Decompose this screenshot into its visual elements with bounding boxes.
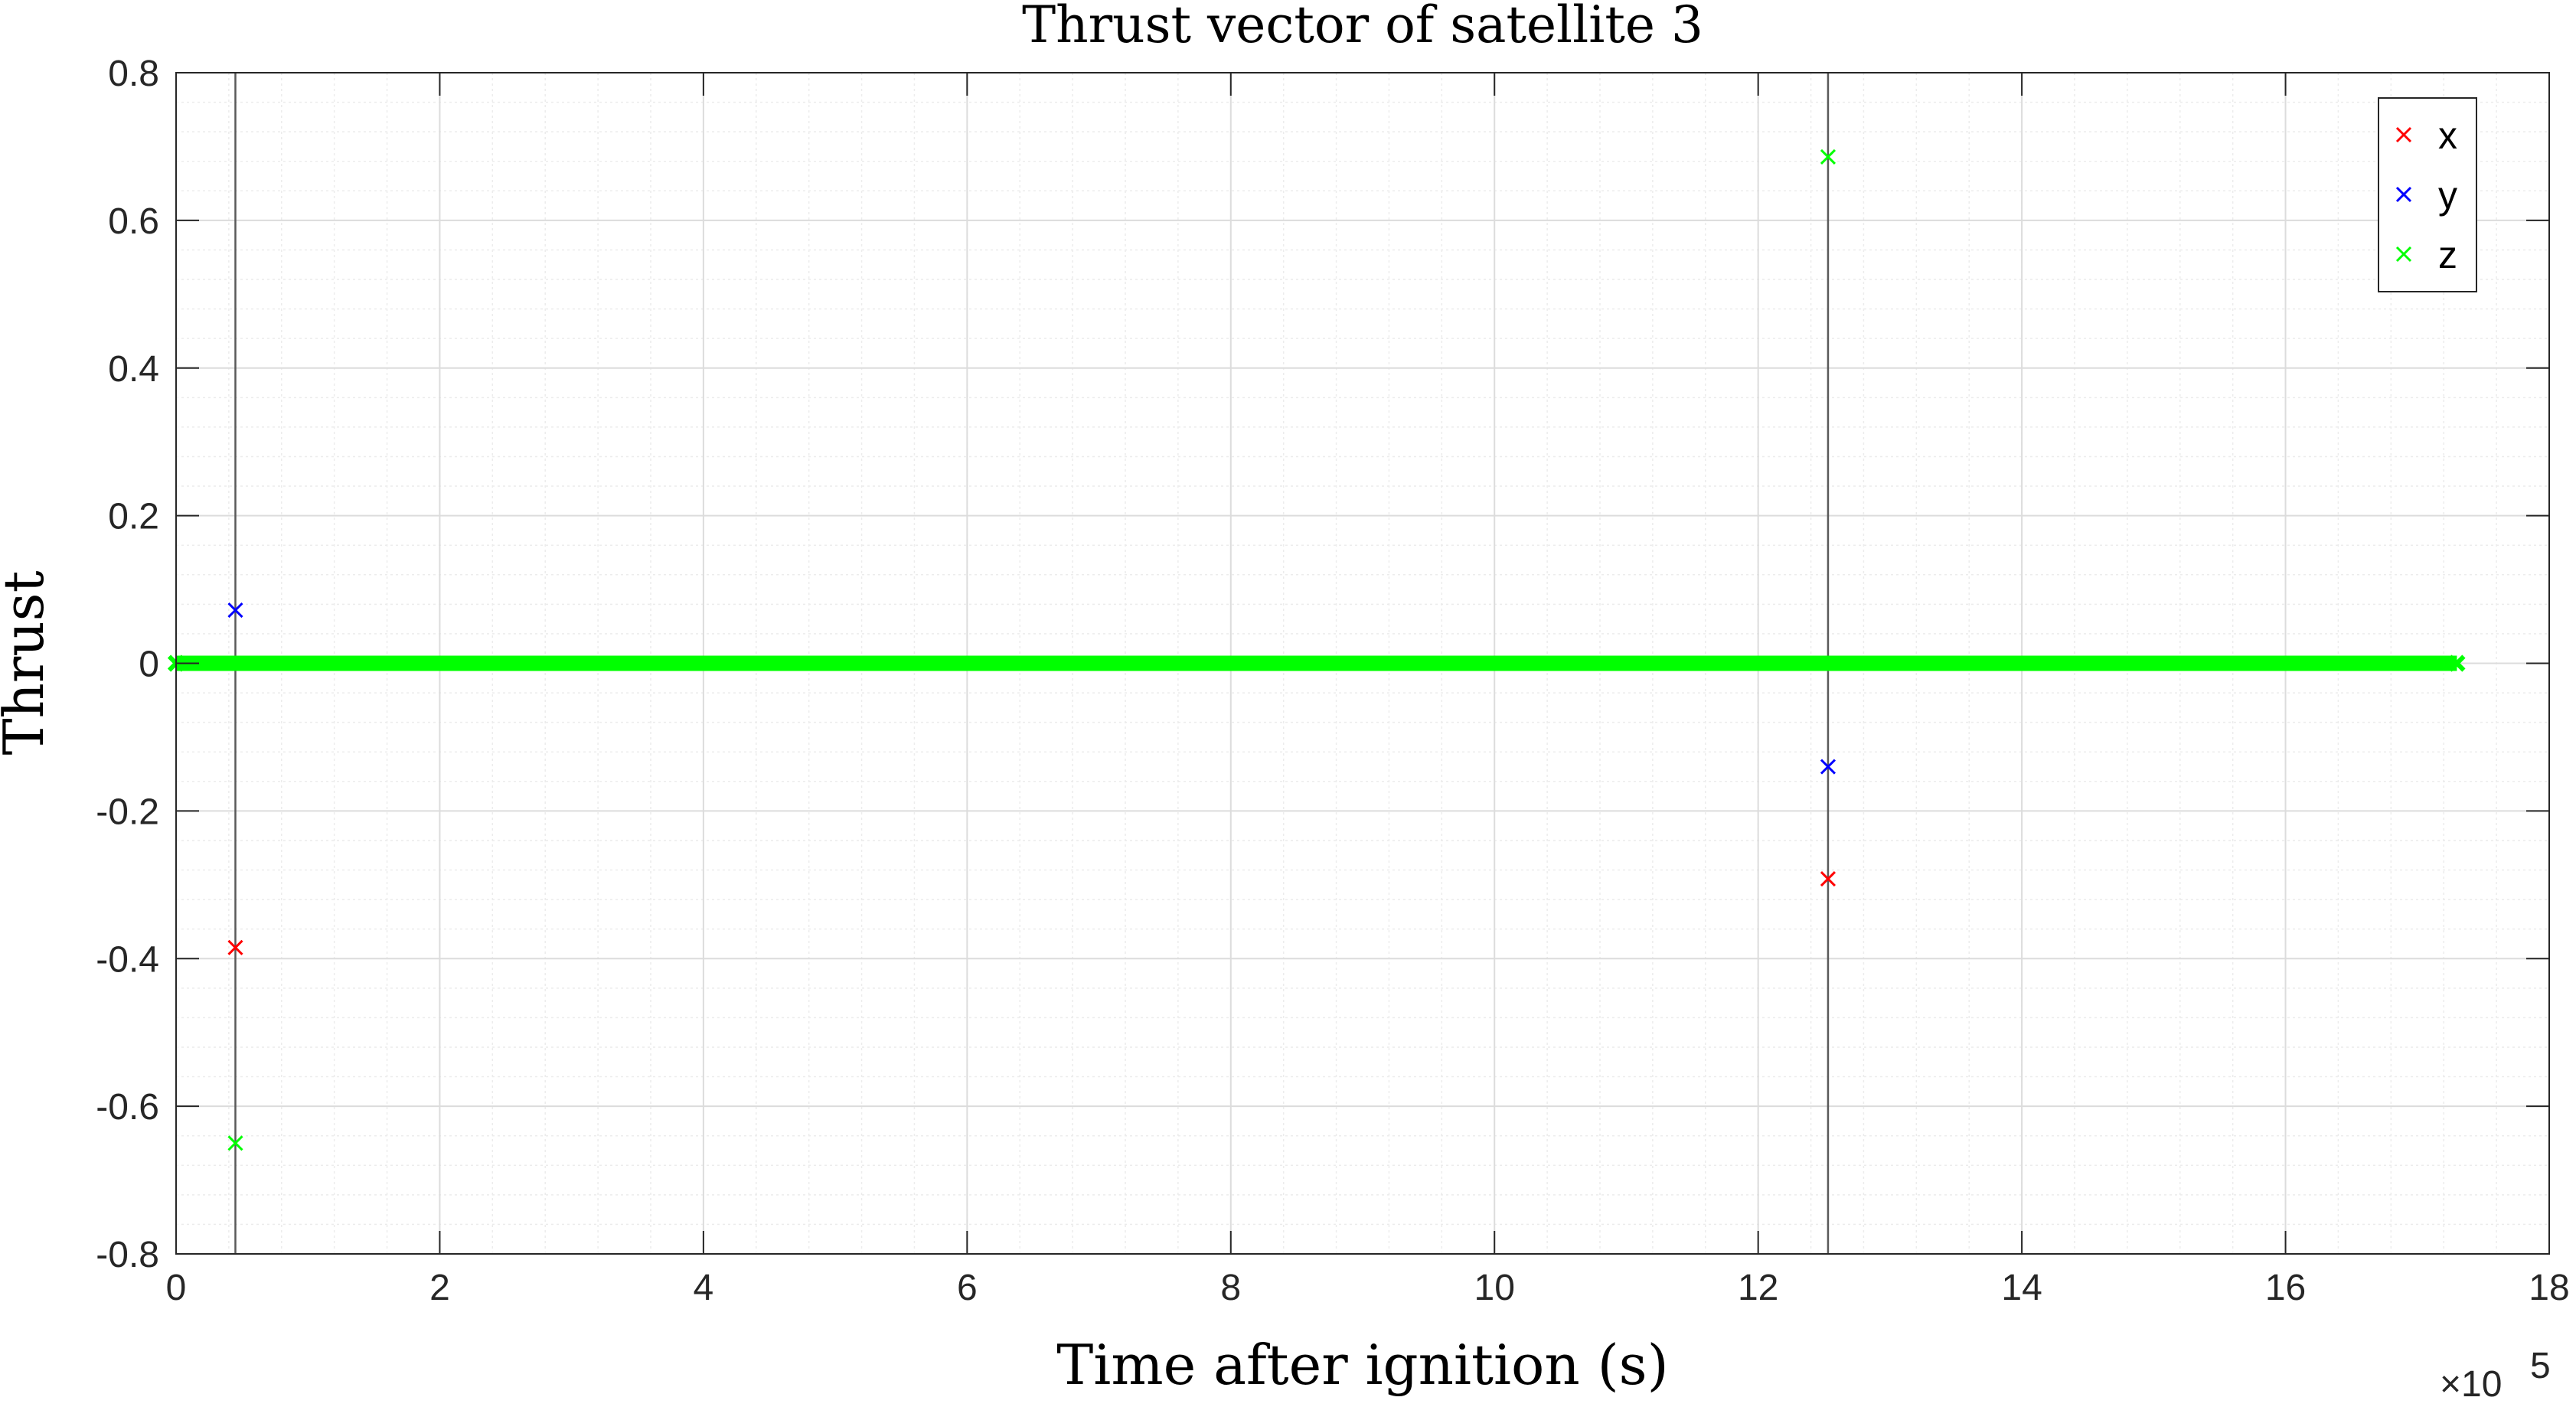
zero-thrust-band	[167, 655, 2466, 672]
marker-x	[1820, 871, 1837, 887]
legend-marker-y	[2395, 186, 2412, 203]
chart-title: Thrust vector of satellite 3	[1022, 0, 1703, 54]
x-tick-label: 18	[2529, 1268, 2569, 1308]
y-tick-label: 0.8	[108, 54, 159, 94]
y-tick-label: 0.2	[108, 497, 159, 537]
x-axis-label: Time after ignition (s)	[1056, 1333, 1668, 1397]
x-tick-labels: 0 2 4 6 8 10 12 14 16 18	[166, 1268, 2570, 1308]
legend-marker-z	[2395, 246, 2412, 263]
y-tick-label: -0.6	[96, 1087, 159, 1128]
axis-ticks	[175, 72, 2550, 1255]
y-tick-label: 0	[139, 645, 159, 685]
y-axis-label: Thrust	[0, 570, 56, 755]
major-grid	[175, 72, 2550, 1255]
x-tick-label: 6	[957, 1268, 978, 1308]
legend-label-z: z	[2438, 233, 2457, 276]
legend-box	[2378, 97, 2477, 292]
legend-label-x: x	[2438, 114, 2457, 157]
x-tick-label: 12	[1738, 1268, 1778, 1308]
legend-marker-x	[2395, 126, 2412, 143]
y-tick-label: 0.6	[108, 201, 159, 242]
marker-y	[227, 602, 243, 619]
marker-x	[227, 939, 243, 955]
x-tick-label: 2	[429, 1268, 450, 1308]
x-tick-label: 10	[1474, 1268, 1515, 1308]
zero-thrust-marker-band	[176, 655, 2457, 671]
x-tick-label: 8	[1220, 1268, 1241, 1308]
y-tick-label: -0.2	[96, 792, 159, 832]
x-tick-label: 4	[694, 1268, 714, 1308]
marker-z	[1820, 149, 1837, 165]
y-tick-label: -0.8	[96, 1235, 159, 1275]
marker-z	[227, 1135, 243, 1151]
zero-thrust-marker-end	[2448, 655, 2466, 672]
y-tick-label: -0.4	[96, 939, 159, 980]
legend: xyz	[2378, 97, 2477, 292]
x-exponent-label: ×10	[2440, 1364, 2502, 1405]
marker-y	[1820, 759, 1837, 775]
legend-label-y: y	[2438, 174, 2457, 217]
x-exponent-power: 5	[2530, 1346, 2551, 1386]
y-tick-labels: -0.8 -0.6 -0.4 -0.2 0 0.2 0.4 0.6 0.8	[96, 54, 159, 1275]
x-tick-label: 14	[2001, 1268, 2042, 1308]
data-markers	[227, 149, 1837, 1151]
y-tick-label: 0.4	[108, 349, 159, 390]
x-tick-label: 16	[2265, 1268, 2306, 1308]
x-tick-label: 0	[166, 1268, 187, 1308]
